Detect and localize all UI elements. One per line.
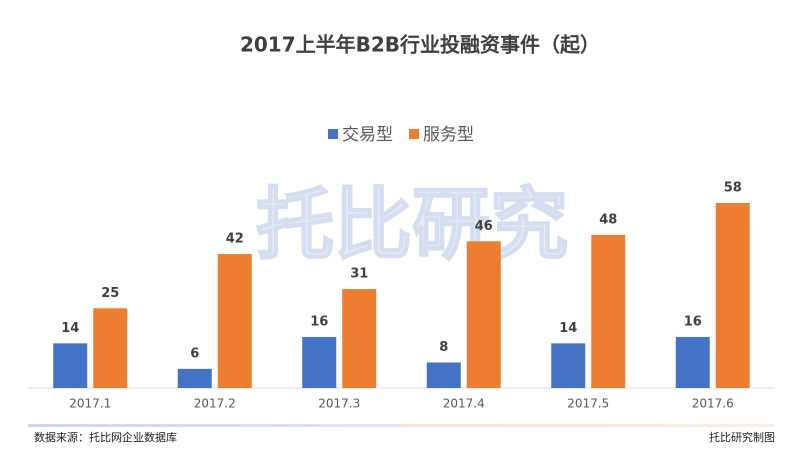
value-label: 58 [724, 181, 742, 196]
x-tick-label: 2017.2 [194, 397, 236, 411]
bar [426, 362, 461, 388]
value-label: 46 [475, 219, 493, 234]
value-label: 14 [61, 321, 79, 336]
value-label: 42 [226, 232, 244, 247]
bar [217, 254, 252, 388]
value-label: 31 [350, 267, 368, 282]
x-tick-label: 2017.6 [692, 397, 734, 411]
value-label: 25 [101, 286, 119, 301]
bar [177, 368, 212, 388]
value-label: 8 [439, 340, 448, 355]
legend-label: 交易型 [342, 125, 393, 145]
value-label: 6 [190, 346, 199, 361]
watermark: 托比研究 [256, 180, 568, 270]
x-tick-label: 2017.1 [69, 397, 111, 411]
source-note: 数据来源：托比网企业数据库 [34, 430, 177, 444]
value-label: 16 [310, 314, 328, 329]
bar [93, 308, 128, 388]
bar [591, 234, 626, 388]
legend-swatch [328, 129, 338, 139]
legend-label: 服务型 [423, 125, 474, 145]
credit-note: 托比研究制图 [709, 430, 775, 444]
legend-swatch [409, 129, 419, 139]
x-tick-label: 2017.5 [567, 397, 609, 411]
bar [675, 336, 710, 388]
bar [715, 203, 750, 388]
value-label: 16 [684, 314, 702, 329]
value-label: 14 [559, 321, 577, 336]
chart-title: 2017上半年B2B行业投融资事件（起） [240, 33, 600, 57]
bar [342, 289, 377, 388]
x-tick-label: 2017.3 [318, 397, 360, 411]
value-label: 48 [599, 212, 617, 227]
bar [466, 241, 501, 388]
bar [302, 336, 337, 388]
bar [551, 343, 586, 388]
x-tick-label: 2017.4 [443, 397, 485, 411]
footer-rule [28, 424, 775, 427]
bar [53, 343, 88, 388]
